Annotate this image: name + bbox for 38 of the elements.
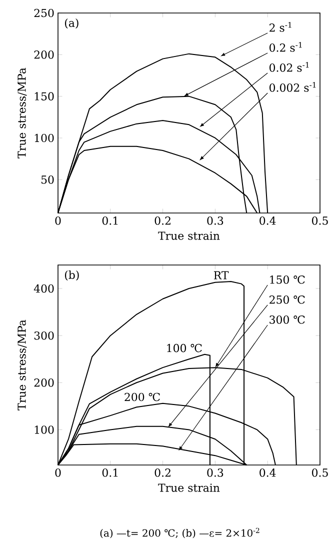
x-tick-label: 0.1 (102, 216, 118, 225)
annotation: 150 ℃ (270, 276, 305, 284)
text: (a) —t= 200 ℃; (b) —ε= 2×10$^{-2}$ (100, 528, 260, 538)
x-tick-label: 0.3 (207, 216, 224, 225)
annotation: 2 s$^{-1}$ (270, 22, 292, 32)
y-tick-label: 200 (34, 378, 54, 387)
series-label: RT (214, 271, 229, 280)
x-tick-label: 0 (55, 468, 61, 477)
y-tick-label: 400 (34, 284, 54, 293)
y-tick-label: 250 (34, 8, 54, 18)
y-tick-label: 200 (34, 50, 54, 59)
x-tick-label: 0.5 (312, 468, 328, 477)
annotation: 0.002 s$^{-1}$ (270, 82, 316, 92)
x-tick-label: 0.3 (207, 468, 224, 477)
annotation: 0.2 s$^{-1}$ (270, 42, 302, 52)
x-tick-label: 0.1 (102, 468, 118, 477)
annotation: 250 ℃ (270, 296, 305, 304)
series-label: 200 ℃ (124, 392, 160, 402)
chart-title: (a) (65, 18, 78, 29)
y-axis-title: True stress/MPa (18, 68, 27, 158)
series-label: 100 ℃ (167, 344, 202, 352)
x-tick-label: 0.4 (260, 468, 276, 477)
x-tick-label: 0.2 (154, 468, 170, 477)
chart-title: (b) (65, 270, 79, 281)
y-tick-label: 50 (41, 176, 54, 184)
y-tick-label: 300 (34, 331, 54, 340)
y-tick-label: 150 (34, 92, 54, 100)
y-tick-label: 100 (34, 134, 54, 142)
x-axis-title: True strain (158, 484, 220, 492)
x-tick-label: 0.2 (154, 216, 170, 225)
x-tick-label: 0 (55, 216, 61, 225)
y-axis-title: True stress/MPa (18, 320, 27, 410)
annotation: 300 ℃ (270, 316, 305, 324)
y-tick-label: 100 (34, 426, 54, 434)
annotation: 0.02 s$^{-1}$ (270, 62, 309, 72)
x-tick-label: 0.5 (312, 216, 328, 225)
x-tick-label: 0.4 (260, 216, 276, 225)
x-axis-title: True strain (158, 232, 220, 240)
